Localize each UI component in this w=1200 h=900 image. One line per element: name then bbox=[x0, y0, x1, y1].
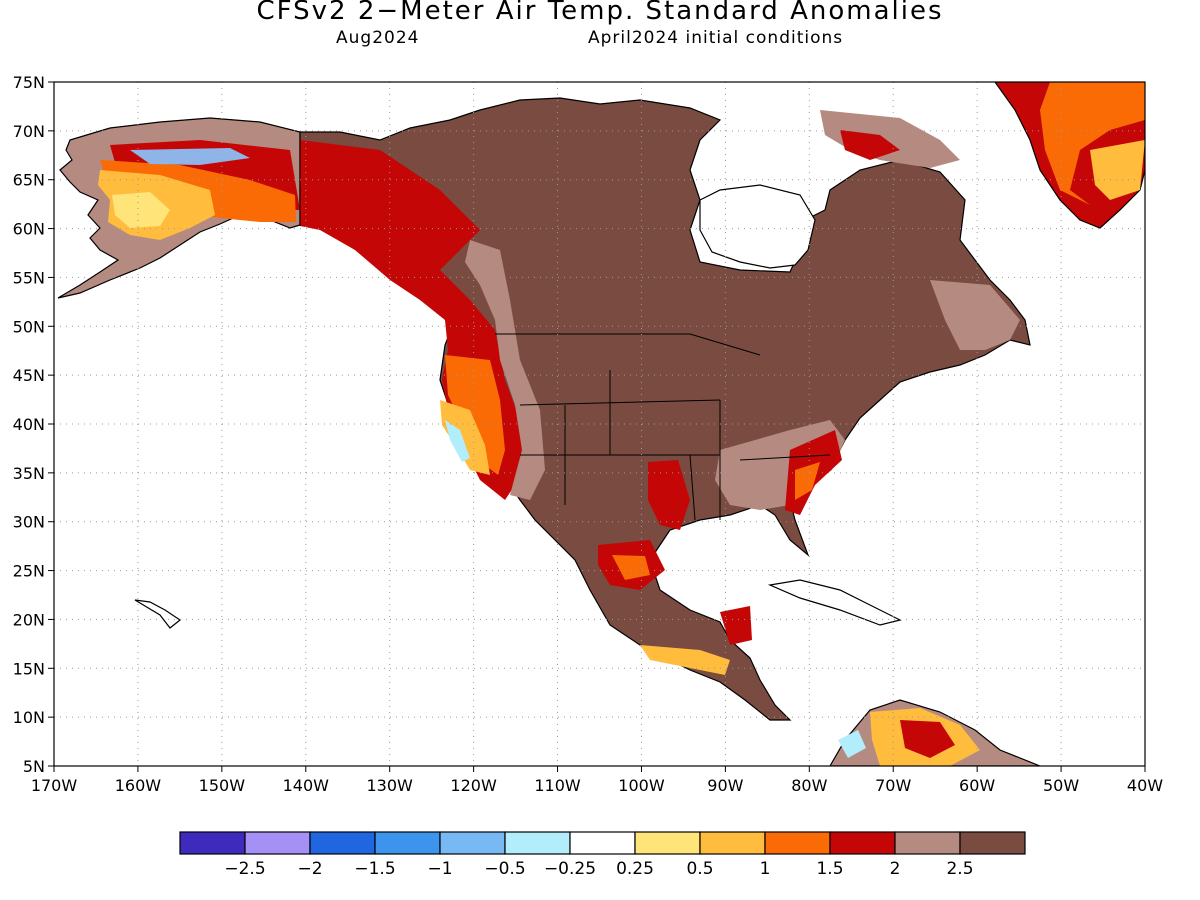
map-title: CFSv2 2−Meter Air Temp. Standard Anomali… bbox=[256, 0, 944, 26]
hawaii bbox=[134, 599, 182, 629]
legend-label: −1.5 bbox=[354, 859, 395, 879]
longitude-label: 130W bbox=[367, 776, 414, 795]
legend-swatch bbox=[764, 831, 831, 855]
latitude-label: 10N bbox=[13, 708, 45, 727]
legend-swatch bbox=[374, 831, 441, 855]
greenland-orange bbox=[1040, 82, 1145, 205]
legend-label: 0.25 bbox=[616, 859, 654, 879]
cuba bbox=[767, 579, 902, 626]
initial-conditions: April2024 initial conditions bbox=[588, 28, 844, 48]
latitude-axis: 75N 70N 65N 60N 55N 50N 45N 40N 35N 30N 25N 20N 15N 1… bbox=[13, 73, 54, 776]
latitude-label: 15N bbox=[13, 659, 45, 678]
latitude-label: 40N bbox=[13, 415, 45, 434]
latitude-label: 30N bbox=[13, 513, 45, 532]
map-area bbox=[54, 82, 1145, 766]
latitude-label: 50N bbox=[13, 317, 45, 336]
legend-label: 2.5 bbox=[946, 859, 973, 879]
longitude-label: 160W bbox=[115, 776, 162, 795]
legend-label: −0.5 bbox=[484, 859, 525, 879]
greenland-yellow bbox=[1090, 140, 1145, 200]
hudson-bay bbox=[699, 184, 816, 269]
longitude-label: 90W bbox=[707, 776, 743, 795]
color-legend: −2.5 −2 −1.5 −1 −0.5 −0.25 0.25 0.5 1 1.5 2 2.5 bbox=[179, 831, 1026, 879]
longitude-label: 170W bbox=[31, 776, 78, 795]
alaska-cool-blue bbox=[130, 148, 250, 165]
latitude-label: 5N bbox=[23, 757, 45, 776]
arctic-taupe bbox=[820, 110, 960, 168]
legend-swatch bbox=[829, 831, 896, 855]
legend-swatch bbox=[179, 831, 246, 855]
west-coast-orange bbox=[445, 355, 505, 475]
south-america-cool bbox=[838, 730, 866, 758]
arctic-warm bbox=[840, 130, 900, 160]
latitude-label: 65N bbox=[13, 171, 45, 190]
longitude-label: 140W bbox=[283, 776, 330, 795]
legend-label: −2.5 bbox=[224, 859, 265, 879]
canada-east-taupe bbox=[930, 280, 1020, 350]
legend-swatch bbox=[439, 831, 506, 855]
legend-label: 1.5 bbox=[816, 859, 843, 879]
longitude-label: 60W bbox=[959, 776, 995, 795]
alaska-light-yellow bbox=[112, 192, 170, 228]
longitude-label: 110W bbox=[534, 776, 581, 795]
california-cool bbox=[445, 420, 470, 462]
yucatan-warm bbox=[720, 606, 752, 645]
legend-label: 1 bbox=[760, 859, 771, 879]
latitude-label: 20N bbox=[13, 610, 45, 629]
legend-swatch bbox=[244, 831, 311, 855]
southeast-orange bbox=[795, 462, 820, 500]
longitude-label: 50W bbox=[1043, 776, 1079, 795]
legend-swatch bbox=[309, 831, 376, 855]
longitude-label: 80W bbox=[791, 776, 827, 795]
latitude-label: 45N bbox=[13, 366, 45, 385]
graticule bbox=[54, 82, 1145, 766]
legend-swatch bbox=[569, 831, 636, 855]
latitude-label: 55N bbox=[13, 268, 45, 287]
longitude-label: 150W bbox=[199, 776, 246, 795]
west-coast-taupe-band bbox=[465, 240, 545, 500]
longitude-label: 120W bbox=[450, 776, 497, 795]
legend-swatch bbox=[894, 831, 961, 855]
south-america-red bbox=[900, 720, 955, 758]
latitude-label: 25N bbox=[13, 562, 45, 581]
forecast-month: Aug2024 bbox=[336, 28, 420, 48]
gulf-mexico-orange bbox=[612, 555, 650, 580]
legend-label: −1 bbox=[427, 859, 452, 879]
legend-label: −0.25 bbox=[544, 859, 596, 879]
legend-swatch bbox=[634, 831, 701, 855]
legend-label: 0.5 bbox=[686, 859, 713, 879]
legend-swatch bbox=[504, 831, 571, 855]
longitude-label: 70W bbox=[875, 776, 911, 795]
california-yellow bbox=[440, 400, 490, 475]
latitude-label: 60N bbox=[13, 220, 45, 239]
legend-label: 2 bbox=[890, 859, 901, 879]
legend-swatch bbox=[699, 831, 766, 855]
latitude-label: 35N bbox=[13, 464, 45, 483]
latitude-label: 70N bbox=[13, 122, 45, 141]
longitude-label: 40W bbox=[1127, 776, 1163, 795]
longitude-label: 100W bbox=[618, 776, 665, 795]
texas-warm bbox=[648, 460, 690, 530]
latitude-label: 75N bbox=[13, 73, 45, 92]
legend-swatch bbox=[959, 831, 1026, 855]
longitude-axis: 170W 160W 150W 140W 130W 120W 110W 100W 90W 80W 70… bbox=[31, 766, 1163, 795]
central-america-warm bbox=[640, 645, 730, 675]
political-boundaries bbox=[299, 132, 831, 521]
legend-label: −2 bbox=[297, 859, 322, 879]
